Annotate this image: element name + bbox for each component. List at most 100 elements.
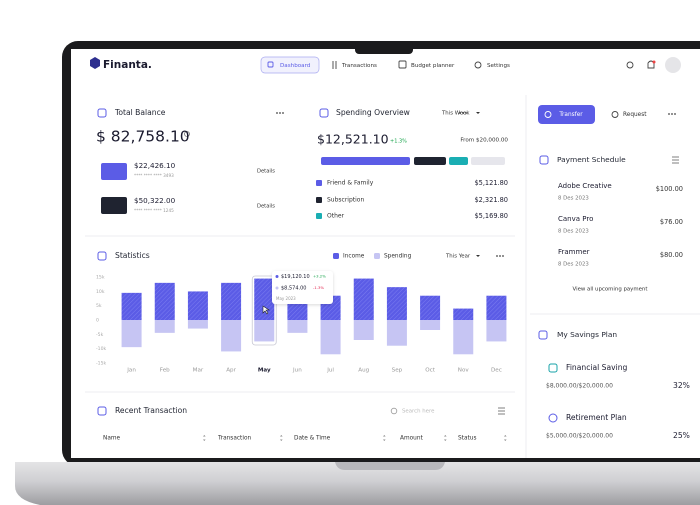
- filter-icon[interactable]: [498, 407, 505, 415]
- plan-icon: [548, 363, 558, 373]
- income-bar: [121, 292, 142, 320]
- menu-dot: [671, 113, 673, 115]
- card-image: [101, 163, 127, 180]
- legend-label: Subscription: [327, 197, 364, 204]
- column-header: Status: [458, 436, 476, 442]
- caret: [476, 112, 480, 114]
- income-bar: [154, 282, 175, 320]
- avatar[interactable]: [665, 57, 681, 73]
- payment-amount: $80.00: [660, 251, 683, 259]
- payment-name: Frammer: [558, 248, 590, 256]
- income-bar: [353, 278, 374, 320]
- payment-date: 8 Des 2023: [558, 196, 589, 202]
- period-select[interactable]: This Year: [445, 254, 471, 260]
- x-tick-label: Dec: [491, 368, 502, 374]
- badge: [652, 60, 656, 64]
- menu-dot: [276, 112, 278, 114]
- filter-icon[interactable]: [672, 156, 679, 164]
- view-all-link[interactable]: View all upcoming payment: [573, 287, 648, 293]
- transfer-label[interactable]: Transfer: [558, 112, 583, 118]
- details-link[interactable]: Details: [257, 169, 275, 175]
- card-number: **** **** **** 3493: [134, 173, 174, 178]
- section-title: Total Balance: [114, 108, 166, 117]
- spending-bar: [221, 320, 242, 352]
- base-notch: [335, 462, 445, 470]
- menu-dot: [282, 112, 284, 114]
- savings-icon: [538, 330, 548, 340]
- transfer-button[interactable]: [538, 105, 595, 124]
- tooltip-value: $19,120.10: [281, 274, 310, 280]
- y-tick-label: -5k: [96, 332, 104, 338]
- payment-name: Adobe Creative: [558, 182, 612, 190]
- legend-amount: $5,121.80: [474, 179, 508, 187]
- nav-item[interactable]: Dashboard: [280, 63, 311, 69]
- spending-segment: [321, 157, 410, 165]
- tooltip: [272, 271, 333, 304]
- period-select[interactable]: This Week: [441, 111, 470, 117]
- button-icon: [544, 111, 552, 118]
- tooltip-dot: [275, 275, 279, 278]
- spending-segment: [449, 157, 468, 165]
- legend-label: Other: [327, 213, 345, 220]
- search-input[interactable]: Search here: [402, 409, 435, 415]
- payment-date: 8 Des 2023: [558, 229, 589, 235]
- eye-icon[interactable]: [184, 131, 190, 137]
- plan-percent: 32%: [673, 381, 690, 390]
- nav-item[interactable]: Budget planner: [411, 63, 455, 69]
- budget-text: From $20,000.00: [460, 138, 508, 144]
- menu-dot: [499, 255, 501, 257]
- tooltip-change: -1.3%: [313, 285, 324, 290]
- plan-name: Financial Saving: [566, 363, 628, 372]
- legend-swatch: [316, 180, 322, 186]
- menu-dot: [674, 113, 676, 115]
- search-icon[interactable]: [626, 61, 634, 69]
- income-bar: [453, 308, 474, 320]
- y-tick-label: -10k: [96, 346, 107, 352]
- income-bar: [254, 278, 275, 320]
- nav-item[interactable]: Transactions: [341, 63, 377, 69]
- section-title: Payment Schedule: [557, 155, 626, 164]
- nav-item[interactable]: Settings: [487, 63, 510, 69]
- balance-amount: $ 82,758.10: [96, 128, 190, 146]
- income-bar: [420, 295, 441, 320]
- tooltip-change: +3.2%: [313, 274, 326, 279]
- spending-bar: [486, 320, 507, 342]
- nav-icon: [474, 61, 482, 69]
- column-header: Amount: [400, 436, 424, 442]
- spending-bar: [254, 320, 275, 342]
- legend-swatch: [316, 197, 322, 203]
- column-header: Name: [103, 436, 121, 442]
- sort-icon: [203, 435, 206, 441]
- card-amount: $50,322.00: [134, 196, 176, 205]
- logo-icon: [90, 57, 100, 69]
- legend-swatch: [333, 253, 339, 259]
- screen: [71, 49, 700, 458]
- spending-bar: [287, 320, 308, 333]
- plan-percent: 25%: [673, 431, 690, 440]
- x-tick-label: Sep: [392, 368, 403, 374]
- x-tick-label: Feb: [160, 368, 170, 374]
- menu-dot: [465, 112, 467, 114]
- spending-bar: [320, 320, 341, 355]
- x-tick-label: May: [258, 368, 271, 374]
- laptop-base: [15, 462, 700, 505]
- menu-dot: [668, 113, 670, 115]
- tooltip-value: $8,574.00: [281, 286, 306, 292]
- request-button[interactable]: Request: [623, 112, 647, 118]
- dashboard: Finanta. Dashboard Transactions Budget plan…: [85, 56, 700, 458]
- wallet-icon: [97, 108, 107, 118]
- nav-active[interactable]: [260, 56, 320, 74]
- nav-icon: [267, 61, 274, 68]
- x-tick-label: Jan: [126, 368, 136, 374]
- caret: [476, 255, 480, 257]
- section-title: My Savings Plan: [557, 330, 617, 339]
- y-tick-label: -15k: [96, 360, 107, 366]
- details-link[interactable]: Details: [257, 204, 275, 210]
- menu-dot: [496, 255, 498, 257]
- highlight-frame: [251, 275, 277, 346]
- y-tick-label: 0: [96, 318, 99, 324]
- payment-name: Canva Pro: [558, 215, 593, 223]
- legend-label: Income: [343, 254, 365, 260]
- x-tick-label: Jun: [292, 368, 302, 374]
